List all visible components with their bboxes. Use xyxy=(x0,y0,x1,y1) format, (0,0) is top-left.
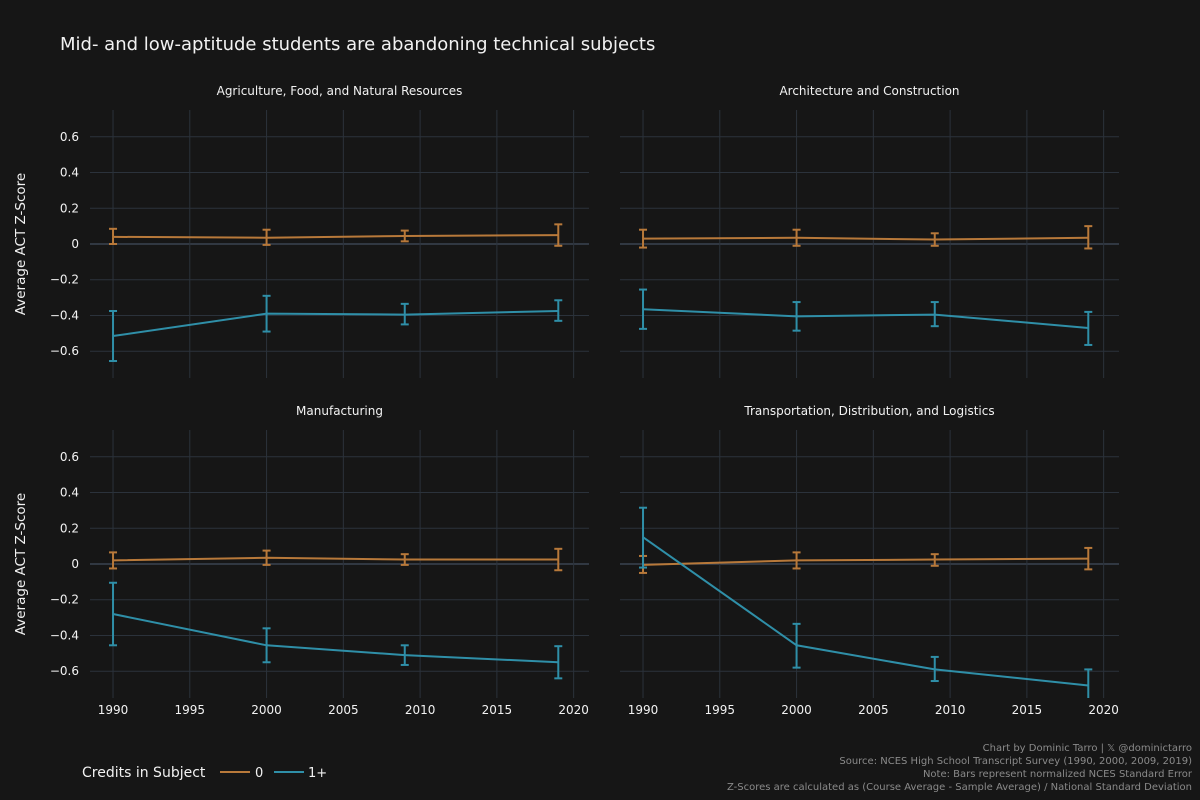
x-tick-label: 1995 xyxy=(175,703,206,717)
series-line xyxy=(112,310,559,338)
panel-4: Transportation, Distribution, and Logist… xyxy=(620,404,1119,717)
y-axis-label: Average ACT Z-Score xyxy=(13,493,29,635)
series-line xyxy=(643,236,1089,241)
chart-title: Mid- and low-aptitude students are aband… xyxy=(60,34,655,55)
panel-3: Manufacturing 0.6 0.4 0.2 0 −0.2 −0.4 −0.6 Avera… xyxy=(13,404,589,717)
panel-2: Architecture and Construction xyxy=(620,84,1119,378)
series-zero xyxy=(109,547,563,572)
annotation-line: Note: Bars represent normalized NCES Sta… xyxy=(923,769,1193,780)
annotation-line: Chart by Dominic Tarro | 𝕏 @dominictarro xyxy=(983,743,1192,754)
series-one-plus xyxy=(109,294,563,363)
x-tick-label: 1990 xyxy=(628,703,659,717)
series-one-plus xyxy=(639,288,1093,346)
x-tick-label: 2000 xyxy=(781,703,812,717)
y-tick-label: 0 xyxy=(71,237,79,251)
x-tick-label: 1995 xyxy=(705,703,736,717)
x-tick-label: 2010 xyxy=(935,703,966,717)
y-tick-label: −0.6 xyxy=(50,344,79,358)
y-tick-label: 0.4 xyxy=(60,486,79,500)
panel-subtitle: Architecture and Construction xyxy=(779,84,959,98)
x-tick-label: 2015 xyxy=(482,703,513,717)
y-tick-label: 0.2 xyxy=(60,201,79,215)
y-tick-label: 0.2 xyxy=(60,521,79,535)
x-tick-label: 1990 xyxy=(98,703,129,717)
y-tick-label: −0.2 xyxy=(50,273,79,287)
series-zero xyxy=(109,223,563,247)
panel-subtitle: Transportation, Distribution, and Logist… xyxy=(743,404,994,418)
x-tick-label: 2000 xyxy=(251,703,282,717)
legend: Credits in Subject 0 1+ xyxy=(82,765,327,781)
series-line xyxy=(112,613,559,664)
x-tick-label: 2015 xyxy=(1012,703,1043,717)
x-tick-label: 2005 xyxy=(328,703,359,717)
series-line xyxy=(642,308,1089,329)
series-line xyxy=(642,536,1089,687)
x-tick-label: 2020 xyxy=(1088,703,1119,717)
panel-subtitle: Agriculture, Food, and Natural Resources xyxy=(217,84,463,98)
annotations: Chart by Dominic Tarro | 𝕏 @dominictarro… xyxy=(727,743,1193,793)
y-tick-label: 0.6 xyxy=(60,450,79,464)
y-tick-label: 0.4 xyxy=(60,166,79,180)
y-tick-label: −0.4 xyxy=(50,308,79,322)
y-tick-label: −0.2 xyxy=(50,593,79,607)
annotation-line: Z-Scores are calculated as (Course Avera… xyxy=(727,782,1192,793)
y-axis-label: Average ACT Z-Score xyxy=(13,173,29,315)
y-tick-label: −0.4 xyxy=(50,628,79,642)
series-one-plus xyxy=(639,506,1093,698)
annotation-line: Source: NCES High School Transcript Surv… xyxy=(839,756,1192,767)
legend-label: 1+ xyxy=(308,766,327,781)
legend-title: Credits in Subject xyxy=(82,765,206,781)
panel-subtitle: Manufacturing xyxy=(296,404,383,418)
y-tick-label: 0.6 xyxy=(60,130,79,144)
x-tick-label: 2005 xyxy=(858,703,889,717)
y-tick-label: −0.6 xyxy=(50,664,79,678)
y-tick-label: 0 xyxy=(71,557,79,571)
series-one-plus xyxy=(109,581,563,680)
series-zero xyxy=(639,225,1093,250)
x-tick-label: 2010 xyxy=(405,703,436,717)
series-zero xyxy=(639,546,1093,574)
x-tick-label: 2020 xyxy=(558,703,589,717)
panel-1: Agriculture, Food, and Natural Resources… xyxy=(13,84,589,378)
series-line xyxy=(113,234,559,239)
series-line xyxy=(113,556,559,562)
series-line xyxy=(643,557,1089,566)
legend-label: 0 xyxy=(255,766,263,781)
